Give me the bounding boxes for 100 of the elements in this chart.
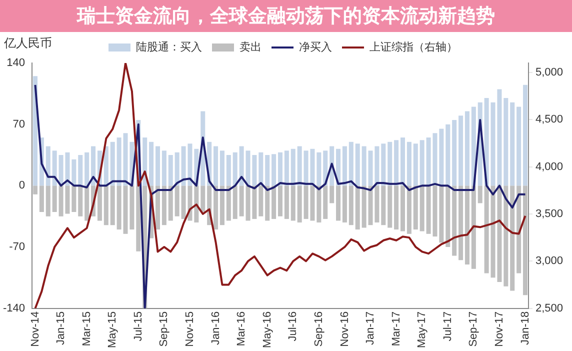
y-tick-label: -140 — [2, 302, 26, 314]
bar — [381, 186, 386, 226]
x-tick-label: May-16 — [261, 311, 274, 348]
bar — [420, 186, 424, 232]
bar — [239, 146, 244, 186]
x-tick-label: Jan-15 — [55, 311, 68, 345]
bar — [232, 186, 238, 219]
bar — [232, 152, 238, 186]
bar — [162, 186, 166, 226]
bar — [39, 186, 44, 212]
bar — [265, 186, 270, 221]
bar — [72, 159, 76, 186]
bar — [464, 111, 470, 186]
bar — [290, 186, 296, 221]
bar — [200, 186, 206, 212]
bar — [478, 186, 482, 204]
bar — [162, 150, 166, 186]
bar — [394, 186, 399, 230]
bar — [72, 186, 76, 212]
bar — [516, 106, 522, 186]
bar — [446, 186, 450, 247]
bar — [348, 142, 354, 186]
bar — [174, 152, 180, 186]
y2-tick-label: 5,000 — [535, 66, 564, 78]
bar — [52, 150, 57, 186]
bar — [97, 186, 102, 221]
bar — [297, 186, 302, 222]
y-tick-label: 0 — [18, 180, 26, 192]
bar — [439, 186, 444, 243]
x-tick-label: Jul-16 — [287, 311, 300, 342]
bar — [330, 186, 334, 204]
bar — [214, 186, 218, 230]
bar — [226, 186, 231, 221]
bar — [91, 146, 96, 186]
x-tick-label: Sep-16 — [312, 311, 325, 347]
bar — [439, 128, 444, 186]
bar — [413, 144, 418, 186]
bar — [446, 124, 450, 186]
legend-label: 陆股通：买入 — [136, 40, 202, 54]
bar — [226, 154, 231, 186]
bar — [104, 186, 108, 226]
bar — [110, 186, 115, 226]
bar — [258, 152, 264, 186]
y2-tick-label: 4,000 — [535, 160, 564, 173]
bar — [194, 186, 199, 222]
bar — [394, 140, 399, 186]
bar — [168, 154, 173, 186]
x-tick-label: May-17 — [416, 311, 428, 348]
bar — [484, 186, 489, 274]
bar — [413, 186, 418, 230]
bar — [355, 186, 360, 230]
bar — [400, 186, 406, 232]
legend-label: 上证综指（右轴） — [370, 40, 458, 54]
bar — [110, 142, 115, 186]
bar — [406, 186, 412, 234]
bar — [355, 144, 360, 186]
bar — [323, 186, 328, 219]
bar — [149, 142, 154, 186]
bar — [510, 102, 515, 186]
x-tick-label: May-15 — [106, 311, 119, 348]
bar — [278, 186, 282, 216]
bar — [316, 152, 322, 186]
bar — [278, 152, 282, 186]
x-tick-label: Jan-16 — [210, 311, 222, 345]
bar — [381, 144, 386, 186]
y-axis-title: 亿人民币 — [3, 36, 52, 50]
bar — [471, 186, 476, 269]
bar — [84, 186, 90, 221]
bar — [464, 186, 470, 265]
bar — [174, 186, 180, 216]
bar — [78, 154, 83, 186]
x-tick-label: Nov-16 — [338, 311, 351, 347]
bar — [168, 186, 173, 221]
bar — [284, 150, 289, 186]
bar — [136, 186, 141, 252]
bar — [348, 186, 354, 226]
y-tick-label: 70 — [12, 118, 26, 130]
bar — [406, 142, 412, 186]
bar — [504, 98, 508, 186]
x-tick-label: Nov-17 — [493, 311, 506, 347]
bar — [104, 146, 108, 186]
bar — [510, 186, 515, 291]
bar — [342, 186, 347, 222]
bar — [516, 186, 522, 274]
bar — [336, 186, 341, 221]
x-tick-label: Mar-16 — [236, 311, 248, 346]
bar — [220, 150, 224, 186]
bar — [388, 142, 392, 186]
y2-tick-label: 2,500 — [535, 302, 564, 314]
bar — [316, 186, 322, 222]
x-tick-label: Jul-17 — [442, 311, 454, 342]
bar — [504, 186, 508, 286]
bar — [155, 186, 160, 230]
x-tick-label: Sep-17 — [468, 311, 480, 347]
bar — [452, 186, 457, 256]
bar — [46, 186, 50, 216]
bar — [46, 146, 50, 186]
bar — [522, 84, 528, 186]
bar — [362, 146, 366, 186]
bar — [400, 137, 406, 186]
